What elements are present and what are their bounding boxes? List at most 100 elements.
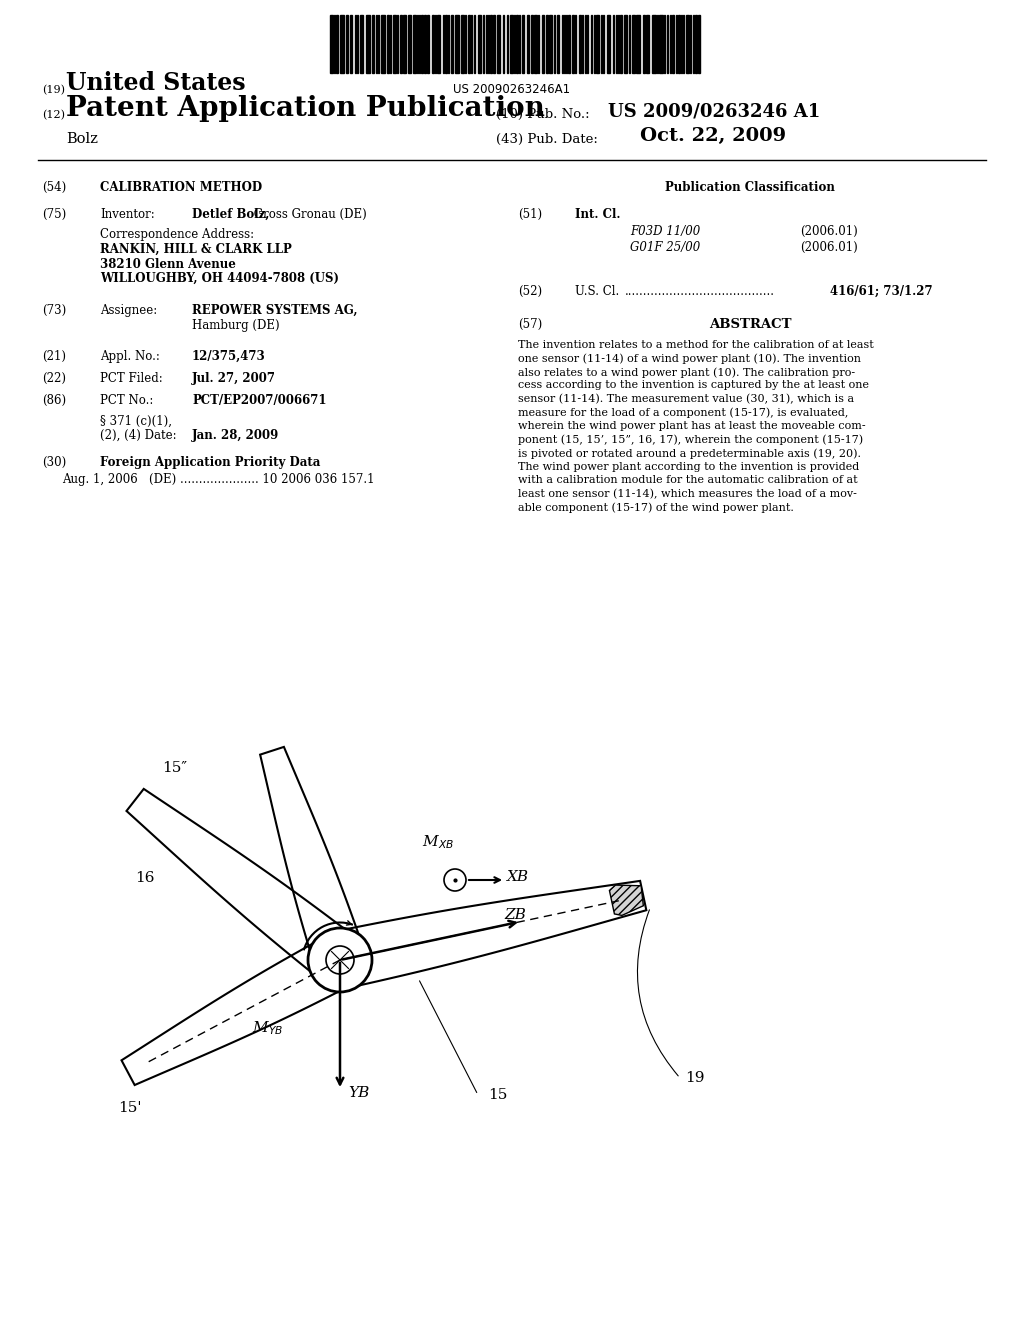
Bar	[478, 15, 481, 73]
Text: Patent Application Publication: Patent Application Publication	[66, 95, 545, 121]
Bar	[620, 15, 622, 73]
Text: (51): (51)	[518, 209, 542, 220]
Bar	[413, 15, 416, 73]
Text: The invention relates to a method for the calibration of at least: The invention relates to a method for th…	[518, 341, 873, 350]
Bar	[461, 15, 464, 73]
Bar	[695, 15, 697, 73]
Text: also relates to a wind power plant (10). The calibration pro-: also relates to a wind power plant (10).…	[518, 367, 855, 378]
Bar	[646, 15, 649, 73]
Text: able component (15-17) of the wind power plant.: able component (15-17) of the wind power…	[518, 502, 794, 512]
Bar	[421, 15, 423, 73]
Text: (75): (75)	[42, 209, 67, 220]
Text: Hamburg (DE): Hamburg (DE)	[193, 319, 280, 333]
Text: Bolz: Bolz	[66, 132, 98, 147]
Bar	[445, 15, 447, 73]
Text: (22): (22)	[42, 372, 66, 385]
Text: Appl. No.:: Appl. No.:	[100, 350, 160, 363]
Bar	[346, 15, 348, 73]
Text: 15': 15'	[118, 1101, 141, 1115]
Text: (57): (57)	[518, 318, 543, 331]
Text: Jan. 28, 2009: Jan. 28, 2009	[193, 429, 280, 442]
Circle shape	[308, 928, 372, 993]
Bar	[408, 15, 411, 73]
Text: US 20090263246A1: US 20090263246A1	[454, 83, 570, 96]
Text: 12/375,473: 12/375,473	[193, 350, 266, 363]
Text: G01F 25/00: G01F 25/00	[630, 242, 700, 253]
Bar	[686, 15, 689, 73]
Bar	[403, 15, 406, 73]
Text: 16: 16	[135, 871, 155, 884]
Text: ponent (15, 15’, 15”, 16, 17), wherein the component (15-17): ponent (15, 15’, 15”, 16, 17), wherein t…	[518, 434, 863, 445]
Bar	[672, 15, 674, 73]
Bar	[546, 15, 548, 73]
Bar	[372, 15, 374, 73]
Text: (19): (19)	[42, 84, 65, 95]
Bar	[393, 15, 396, 73]
Text: cess according to the invention is captured by the at least one: cess according to the invention is captu…	[518, 380, 869, 391]
Text: Foreign Application Priority Data: Foreign Application Priority Data	[100, 455, 321, 469]
Bar	[557, 15, 559, 73]
Text: § 371 (c)(1),: § 371 (c)(1),	[100, 414, 172, 428]
Bar	[572, 15, 574, 73]
Text: least one sensor (11-14), which measures the load of a mov-: least one sensor (11-14), which measures…	[518, 488, 857, 499]
Bar	[636, 15, 640, 73]
Bar	[659, 15, 663, 73]
Text: WILLOUGHBY, OH 44094-7808 (US): WILLOUGHBY, OH 44094-7808 (US)	[100, 272, 339, 285]
Text: PCT Filed:: PCT Filed:	[100, 372, 163, 385]
Bar	[596, 15, 599, 73]
Text: Publication Classification: Publication Classification	[665, 181, 835, 194]
Text: wherein the wind power plant has at least the moveable com-: wherein the wind power plant has at leas…	[518, 421, 865, 432]
Bar	[451, 15, 453, 73]
Bar	[534, 15, 537, 73]
Text: The wind power plant according to the invention is provided: The wind power plant according to the in…	[518, 462, 859, 471]
Bar	[455, 15, 459, 73]
Text: ........................................: ........................................	[625, 285, 775, 298]
Text: Inventor:: Inventor:	[100, 209, 155, 220]
Bar	[542, 15, 544, 73]
Text: (21): (21)	[42, 350, 66, 363]
Bar	[437, 15, 440, 73]
Text: 416/61; 73/1.27: 416/61; 73/1.27	[830, 285, 933, 298]
Bar	[549, 15, 552, 73]
Text: Correspondence Address:: Correspondence Address:	[100, 228, 254, 242]
Bar	[652, 15, 656, 73]
Text: (2006.01): (2006.01)	[800, 224, 858, 238]
Text: XB: XB	[507, 870, 529, 884]
Text: (52): (52)	[518, 285, 542, 298]
Polygon shape	[609, 886, 643, 915]
Bar	[350, 15, 352, 73]
Bar	[330, 15, 333, 73]
Text: Aug. 1, 2006   (DE) ..................... 10 2006 036 157.1: Aug. 1, 2006 (DE) ..................... …	[62, 473, 375, 486]
Text: Gross Gronau (DE): Gross Gronau (DE)	[250, 209, 367, 220]
Text: US 2009/0263246 A1: US 2009/0263246 A1	[608, 102, 820, 120]
Text: REPOWER SYSTEMS AG,: REPOWER SYSTEMS AG,	[193, 304, 357, 317]
Text: (54): (54)	[42, 181, 67, 194]
Bar	[516, 15, 518, 73]
Text: one sensor (11-14) of a wind power plant (10). The invention: one sensor (11-14) of a wind power plant…	[518, 354, 861, 364]
Bar	[366, 15, 370, 73]
Text: sensor (11-14). The measurement value (30, 31), which is a: sensor (11-14). The measurement value (3…	[518, 393, 854, 404]
Text: 15: 15	[488, 1088, 507, 1102]
Text: is pivoted or rotated around a predeterminable axis (19, 20).: is pivoted or rotated around a predeterm…	[518, 447, 861, 458]
Text: PCT/EP2007/006671: PCT/EP2007/006671	[193, 393, 327, 407]
Text: U.S. Cl.: U.S. Cl.	[575, 285, 620, 298]
Text: with a calibration module for the automatic calibration of at: with a calibration module for the automa…	[518, 475, 858, 484]
Bar	[531, 15, 534, 73]
Text: Oct. 22, 2009: Oct. 22, 2009	[640, 127, 786, 145]
Text: Detlef Bolz,: Detlef Bolz,	[193, 209, 269, 220]
Bar	[400, 15, 402, 73]
Bar	[632, 15, 635, 73]
Bar	[490, 15, 492, 73]
Text: 38210 Glenn Avenue: 38210 Glenn Avenue	[100, 257, 236, 271]
Bar	[624, 15, 627, 73]
Text: (30): (30)	[42, 455, 67, 469]
Bar	[381, 15, 385, 73]
Bar	[579, 15, 581, 73]
Bar	[360, 15, 362, 73]
Text: 15″: 15″	[162, 762, 187, 775]
Bar	[432, 15, 434, 73]
Text: (86): (86)	[42, 393, 67, 407]
Text: (2), (4) Date:: (2), (4) Date:	[100, 429, 176, 442]
Bar	[468, 15, 470, 73]
Bar	[568, 15, 570, 73]
